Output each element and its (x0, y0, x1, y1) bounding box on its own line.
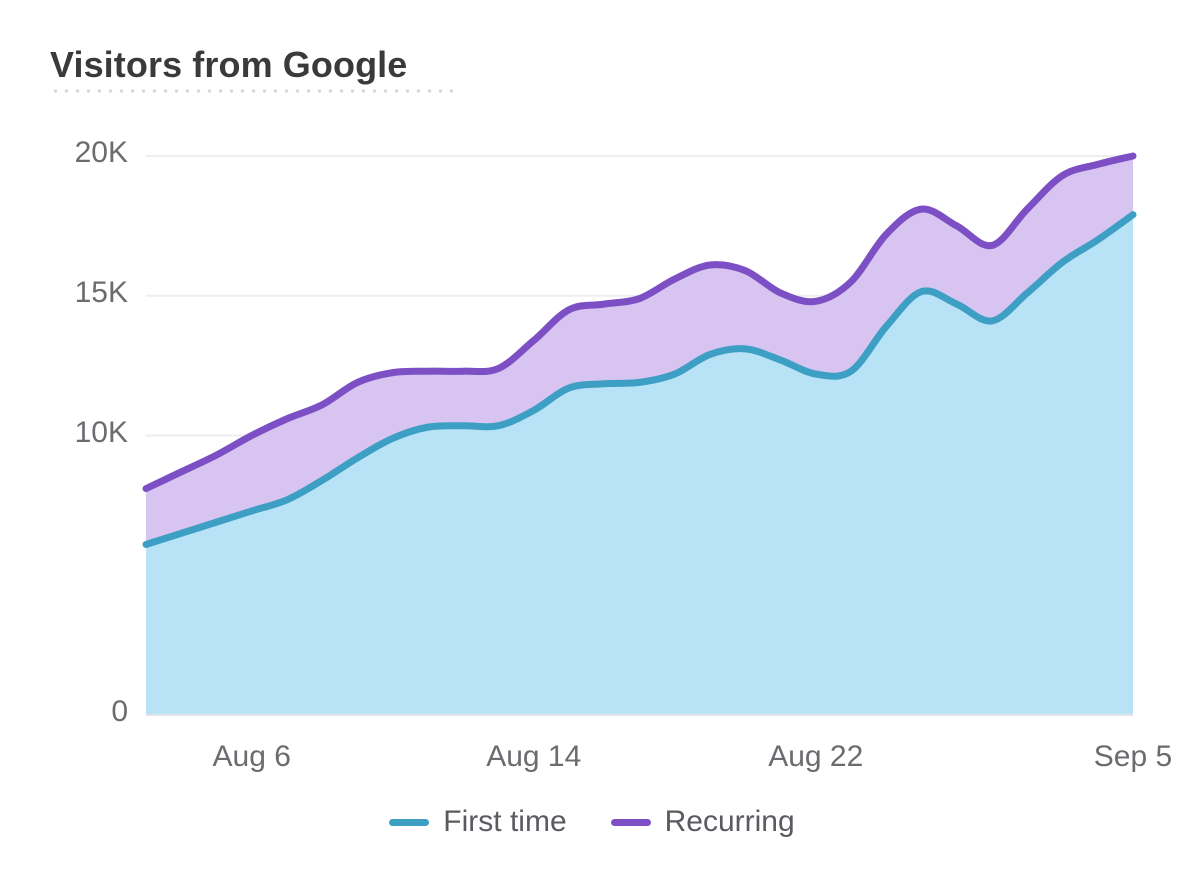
x-axis-tick-label: Aug 6 (212, 740, 291, 773)
first-time-area-fill (146, 214, 1133, 715)
x-axis-tick-label: Sep 5 (1093, 740, 1173, 773)
line-swatch-icon (389, 818, 430, 826)
page-title: Visitors from Google (50, 44, 408, 85)
legend-item-label: First time (443, 805, 567, 838)
first-time-series-line (142, 211, 1137, 548)
area-fills-group (146, 156, 1133, 715)
y-axis-tick-label: 10K (74, 415, 128, 449)
line-swatch-icon (610, 818, 651, 826)
title-underline-decoration (50, 89, 460, 93)
chart-legend: First time Recurring (0, 805, 1184, 839)
x-axis-tick-label: Aug 22 (768, 740, 864, 773)
recurring-series-line (142, 152, 1137, 493)
legend-item[interactable]: Recurring (610, 805, 795, 839)
series-lines-group (142, 152, 1137, 548)
legend-item[interactable]: First time (389, 805, 567, 839)
y-axis-tick-label: 20K (74, 136, 128, 169)
recurring-area-fill (146, 156, 1133, 545)
y-axis-tick-label: 15K (74, 275, 128, 309)
legend-item-label: Recurring (664, 805, 795, 838)
y-axis-tick-label: 0 (111, 695, 128, 728)
x-axis-tick-label: Aug 14 (486, 740, 582, 773)
